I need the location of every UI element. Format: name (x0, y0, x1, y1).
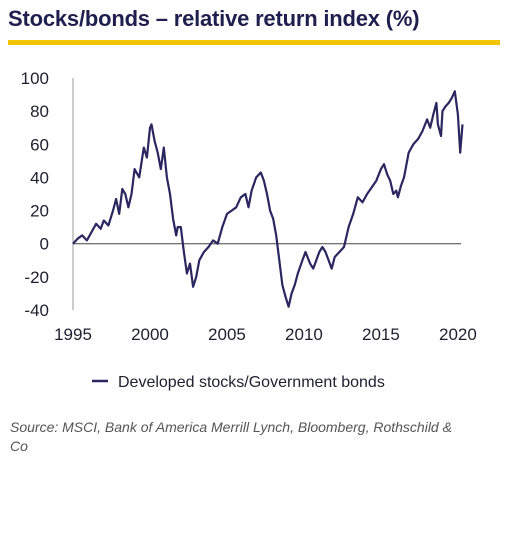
x-tick-label: 2015 (362, 325, 400, 344)
line-chart: 100 80 60 40 20 0 -20 -40 1995 2000 2005 2010 2015 2… (21, 69, 477, 391)
x-tick-labels: 1995 2000 2005 2010 2015 2020 (54, 325, 477, 344)
legend: Developed stocks/Government bonds (92, 374, 385, 391)
legend-label: Developed stocks/Government bonds (118, 374, 385, 391)
y-tick-label: 80 (30, 102, 49, 121)
series-line-developed-stocks-government-bonds (72, 90, 464, 308)
source-note: Source: MSCI, Bank of America Merrill Ly… (10, 419, 452, 454)
y-tick-label: -20 (24, 268, 49, 287)
chart-title: Stocks/bonds – relative return index (%) (8, 6, 420, 31)
y-tick-label: 60 (30, 135, 49, 154)
y-tick-label: 20 (30, 202, 49, 221)
x-tick-label: 1995 (54, 325, 92, 344)
x-tick-label: 2000 (131, 325, 169, 344)
y-tick-label: 0 (40, 235, 49, 254)
y-tick-label: 40 (30, 168, 49, 187)
x-tick-label: 2020 (439, 325, 477, 344)
x-tick-label: 2010 (285, 325, 323, 344)
y-tick-label: 100 (21, 69, 49, 88)
x-tick-label: 2005 (208, 325, 246, 344)
title-underline-rule (8, 40, 500, 45)
y-tick-label: -40 (24, 301, 49, 320)
y-tick-labels: 100 80 60 40 20 0 -20 -40 (21, 69, 49, 320)
